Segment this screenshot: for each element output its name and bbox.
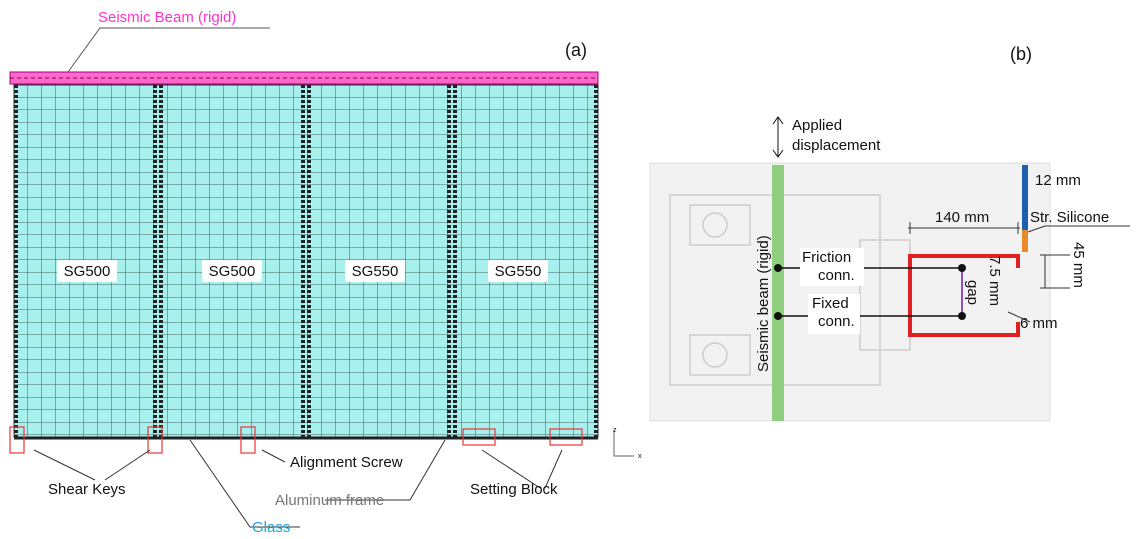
annotation: 6 mm <box>1020 315 1058 332</box>
annotation: 140 mm <box>935 209 989 226</box>
panel-label: SG550 <box>352 263 399 280</box>
annotation: displacement <box>792 137 881 154</box>
panel-label: SG550 <box>495 263 542 280</box>
panel-tag: (b) <box>1010 44 1032 64</box>
annotation: 12 mm <box>1035 172 1081 189</box>
callout: Setting Block <box>470 481 558 498</box>
annotation: 45 mm <box>1070 242 1087 288</box>
leader <box>68 28 270 72</box>
axis-triad <box>614 430 634 456</box>
annotation: Str. Silicone <box>1030 209 1109 226</box>
panel-label: SG500 <box>64 263 111 280</box>
annotation: gap <box>964 280 981 305</box>
beam-label: Seismic beam (rigid) <box>755 235 772 372</box>
beam-label: Seismic Beam (rigid) <box>98 9 236 26</box>
axis-label: z <box>613 427 617 434</box>
displacement-arrow <box>773 117 783 157</box>
figure: SG500 SG500 SG550 SG550 Seismic Beam (ri… <box>0 0 1144 539</box>
seismic-beam <box>772 165 784 421</box>
panel-tag: (a) <box>565 40 587 60</box>
callout: Alignment Screw <box>290 454 403 471</box>
annotation: conn. <box>818 313 855 330</box>
annotation: 7.5 mm <box>986 256 1003 306</box>
callout: Glass <box>252 519 290 536</box>
annotation: Applied <box>792 117 842 134</box>
callout: Shear Keys <box>48 481 126 498</box>
annotation: Fixed <box>812 295 849 312</box>
panel-label: SG500 <box>209 263 256 280</box>
callout: Aluminum frame <box>275 492 384 509</box>
annotation: Friction <box>802 249 851 266</box>
axis-label: x <box>638 453 642 460</box>
annotation: conn. <box>818 267 855 284</box>
panel-b: Seismic beam (rigid) Applied displacemen… <box>650 44 1130 421</box>
dimension <box>1040 255 1070 288</box>
glass-pane <box>1022 165 1028 230</box>
panel-a: SG500 SG500 SG550 SG550 Seismic Beam (ri… <box>10 9 642 536</box>
silicone <box>1022 230 1028 252</box>
